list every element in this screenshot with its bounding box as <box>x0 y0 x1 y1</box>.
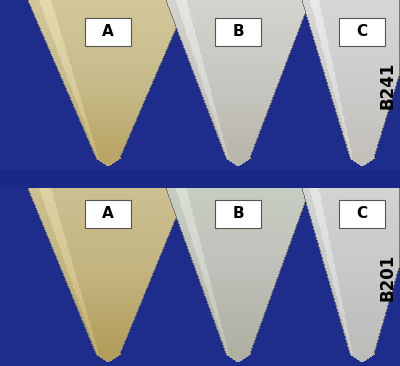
Text: B: B <box>232 206 244 221</box>
Bar <box>85 18 131 46</box>
Text: C: C <box>356 25 368 40</box>
Bar <box>339 18 385 46</box>
Bar <box>339 200 385 228</box>
Text: B201: B201 <box>379 253 397 300</box>
Text: B: B <box>232 25 244 40</box>
Text: C: C <box>356 206 368 221</box>
Text: A: A <box>102 25 114 40</box>
Bar <box>215 200 261 228</box>
Bar <box>215 18 261 46</box>
Text: A: A <box>102 206 114 221</box>
Text: B241: B241 <box>379 61 397 109</box>
Bar <box>85 200 131 228</box>
